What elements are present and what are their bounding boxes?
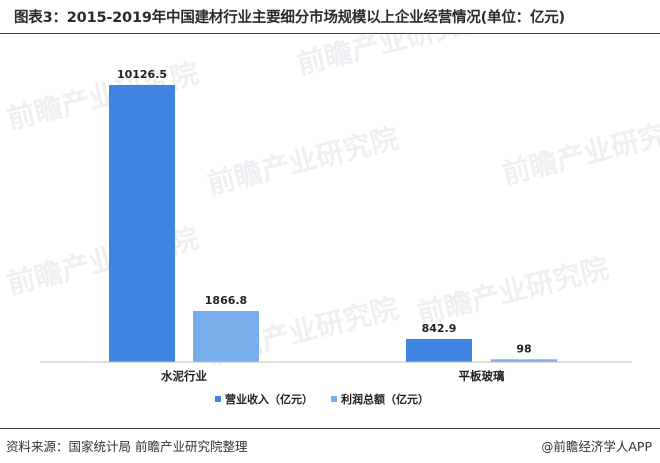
legend-label: 利润总额（亿元）: [341, 392, 429, 406]
data-label: 98: [516, 342, 531, 355]
credit: @前瞻经济学人APP: [541, 436, 652, 455]
legend: 营业收入（亿元） 利润总额（亿元）: [215, 392, 429, 406]
bar: [491, 359, 557, 362]
data-label: 10126.5: [117, 68, 167, 81]
footer-divider: [0, 428, 660, 429]
bars-layer: 10126.5 842.9 1866.8 98: [109, 68, 557, 362]
watermark-text: 前瞻产业研究院: [499, 111, 660, 190]
bar: [193, 310, 259, 362]
x-tick-labels: 水泥行业 平板玻璃: [161, 369, 505, 383]
bar: [406, 338, 472, 362]
legend-swatch: [331, 396, 337, 402]
data-label: 1866.8: [205, 294, 247, 307]
bar: [109, 85, 175, 362]
source-note: 资料来源：国家统计局 前瞻产业研究院整理: [6, 439, 248, 454]
legend-label: 营业收入（亿元）: [225, 392, 313, 406]
credit-label: 前瞻经济学人APP: [553, 439, 652, 454]
x-tick-label: 平板玻璃: [459, 369, 505, 383]
title-divider: [0, 33, 660, 34]
at-sign-icon: @: [541, 440, 554, 454]
watermark-text: 前瞻产业研究院: [204, 121, 402, 200]
legend-swatch: [215, 396, 221, 402]
x-tick-label: 水泥行业: [161, 369, 207, 383]
watermark-text: 前瞻产业研究院: [414, 251, 612, 330]
watermark-text: 前瞻产业研究院: [294, 34, 492, 81]
chart-title: 图表3：2015-2019年中国建材行业主要细分市场规模以上企业经营情况(单位：…: [14, 10, 565, 26]
data-label: 842.9: [422, 322, 457, 335]
